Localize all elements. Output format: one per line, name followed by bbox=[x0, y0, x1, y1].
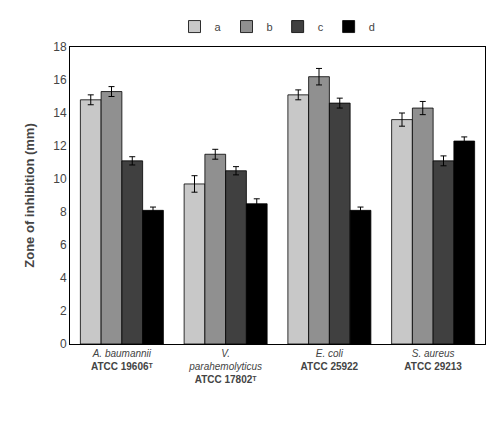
svg-text:14: 14 bbox=[53, 106, 67, 120]
svg-text:10: 10 bbox=[53, 172, 67, 186]
svg-text:0: 0 bbox=[60, 337, 67, 351]
svg-text:16: 16 bbox=[53, 73, 67, 87]
svg-text:A. baumanniiATCC 19606ᵀ: A. baumanniiATCC 19606ᵀ bbox=[91, 348, 154, 372]
svg-text:Zone of inhibition (mm): Zone of inhibition (mm) bbox=[22, 123, 37, 267]
svg-text:8: 8 bbox=[60, 205, 67, 219]
svg-text:E. coliATCC 25922: E. coliATCC 25922 bbox=[301, 348, 359, 372]
svg-text:4: 4 bbox=[60, 271, 67, 285]
svg-text:a: a bbox=[215, 21, 222, 33]
svg-text:18: 18 bbox=[53, 40, 67, 54]
svg-text:S. aureusATCC 29213: S. aureusATCC 29213 bbox=[404, 348, 462, 372]
svg-text:V.parahemolyticusATCC 17802ᵀ: V.parahemolyticusATCC 17802ᵀ bbox=[188, 348, 262, 385]
svg-text:d: d bbox=[369, 21, 375, 33]
svg-text:6: 6 bbox=[60, 238, 67, 252]
svg-text:12: 12 bbox=[53, 139, 67, 153]
svg-text:b: b bbox=[267, 21, 273, 33]
svg-text:2: 2 bbox=[60, 304, 67, 318]
svg-text:c: c bbox=[318, 21, 324, 33]
